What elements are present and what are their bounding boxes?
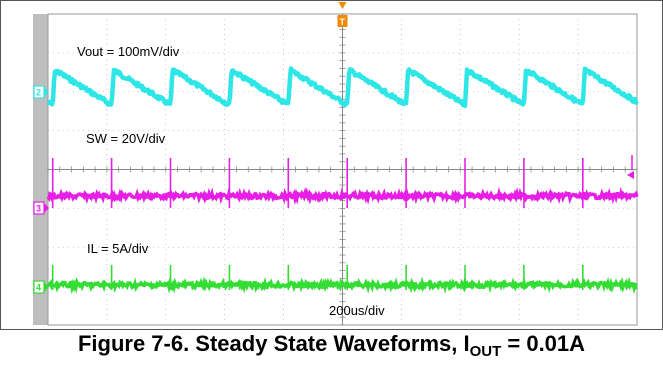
- traces: [46, 66, 639, 295]
- trigger-marker-letter: T: [340, 17, 346, 27]
- channel-marker-arrow: [44, 282, 49, 292]
- oscilloscope-plot: 2 3 4 Vout = 100mV/div SW = 20V/div IL = 5…: [0, 0, 663, 330]
- vout-label: Vout = 100mV/div: [77, 44, 180, 59]
- sw-level-arrow: [627, 171, 634, 179]
- channel-3-marker: 3: [33, 201, 49, 215]
- figure-caption: Figure 7-6. Steady State Waveforms, IOUT…: [0, 331, 663, 360]
- channel-4-marker: 4: [33, 280, 49, 294]
- caption-subscript: OUT: [469, 343, 502, 360]
- left-bar: [33, 14, 48, 325]
- trigger-arrow: [338, 2, 347, 9]
- caption-suffix: = 0.01A: [501, 331, 586, 356]
- channel-marker-number: 2: [36, 88, 41, 98]
- vout-trace: [46, 66, 639, 109]
- il-trace: [46, 276, 638, 295]
- trigger-marker: [337, 2, 348, 27]
- channel-2-marker: 2: [33, 85, 49, 99]
- trigger-box: [337, 15, 348, 27]
- il-label: IL = 5A/div: [87, 241, 149, 256]
- sw-trace: [46, 186, 639, 206]
- channel-marker-number: 4: [36, 283, 41, 293]
- channel-marker-number: 3: [36, 204, 41, 214]
- timebase-label: 200us/div: [329, 303, 385, 318]
- channel-markers: 2 3 4: [33, 2, 634, 294]
- channel-marker-arrow: [44, 87, 49, 97]
- caption-prefix: Figure 7-6. Steady State Waveforms, I: [77, 331, 470, 356]
- sw-label: SW = 20V/div: [86, 131, 166, 146]
- channel-marker-arrow: [44, 203, 49, 213]
